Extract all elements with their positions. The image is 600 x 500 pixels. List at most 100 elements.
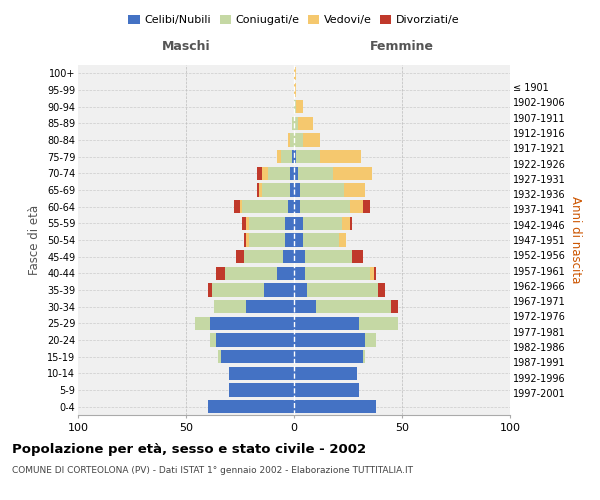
Bar — [244, 250, 283, 264]
Bar — [302, 134, 320, 146]
Bar — [316, 300, 391, 314]
Bar — [242, 200, 287, 213]
Text: Maschi: Maschi — [161, 40, 211, 54]
Bar — [363, 350, 365, 364]
Bar — [296, 100, 302, 114]
Bar — [262, 166, 268, 180]
Bar — [370, 266, 374, 280]
Bar — [374, 266, 376, 280]
Bar — [307, 284, 378, 296]
Bar — [247, 234, 248, 246]
Bar — [294, 150, 296, 164]
Bar — [210, 334, 216, 346]
Bar — [290, 184, 294, 196]
Bar — [248, 234, 286, 246]
Bar — [216, 334, 294, 346]
Bar — [301, 200, 350, 213]
Text: COMUNE DI CORTEOLONA (PV) - Dati ISTAT 1° gennaio 2002 - Elaborazione TUTTITALIA: COMUNE DI CORTEOLONA (PV) - Dati ISTAT 1… — [12, 466, 413, 475]
Bar — [302, 234, 340, 246]
Bar — [320, 150, 361, 164]
Bar — [216, 266, 225, 280]
Text: Popolazione per età, sesso e stato civile - 2002: Popolazione per età, sesso e stato civil… — [12, 442, 366, 456]
Bar — [344, 184, 365, 196]
Bar — [259, 184, 262, 196]
Bar — [296, 150, 320, 164]
Bar — [294, 384, 359, 396]
Bar — [298, 116, 313, 130]
Bar — [268, 166, 290, 180]
Bar — [281, 150, 292, 164]
Y-axis label: Fasce di età: Fasce di età — [28, 205, 41, 275]
Bar — [283, 250, 294, 264]
Bar — [287, 134, 290, 146]
Bar — [277, 150, 281, 164]
Bar — [294, 134, 302, 146]
Y-axis label: Anni di nascita: Anni di nascita — [569, 196, 583, 284]
Bar — [305, 250, 352, 264]
Bar — [212, 284, 264, 296]
Bar — [294, 166, 298, 180]
Bar — [264, 284, 294, 296]
Bar — [294, 184, 301, 196]
Bar — [240, 200, 242, 213]
Bar — [208, 400, 294, 413]
Bar — [340, 234, 346, 246]
Bar — [298, 166, 333, 180]
Bar — [294, 316, 359, 330]
Bar — [257, 184, 259, 196]
Bar — [290, 166, 294, 180]
Bar — [352, 250, 363, 264]
Bar — [214, 300, 247, 314]
Bar — [305, 266, 370, 280]
Bar — [378, 284, 385, 296]
Bar — [350, 216, 352, 230]
Bar — [333, 166, 372, 180]
Bar — [277, 266, 294, 280]
Bar — [365, 334, 376, 346]
Bar — [225, 266, 277, 280]
Bar — [359, 316, 398, 330]
Bar — [294, 200, 301, 213]
Bar — [294, 284, 307, 296]
Bar — [350, 200, 363, 213]
Bar — [294, 100, 296, 114]
Bar — [247, 300, 294, 314]
Bar — [292, 150, 294, 164]
Bar — [290, 134, 294, 146]
Bar — [242, 216, 247, 230]
Bar — [301, 184, 344, 196]
Bar — [286, 234, 294, 246]
Bar — [244, 234, 247, 246]
Bar — [229, 366, 294, 380]
Bar — [294, 250, 305, 264]
Bar — [210, 316, 294, 330]
Bar — [294, 350, 363, 364]
Bar — [294, 300, 316, 314]
Bar — [294, 234, 302, 246]
Bar — [341, 216, 350, 230]
Bar — [286, 216, 294, 230]
Bar — [221, 350, 294, 364]
Bar — [229, 384, 294, 396]
Bar — [194, 316, 210, 330]
Bar — [294, 266, 305, 280]
Bar — [233, 200, 240, 213]
Bar — [391, 300, 398, 314]
Bar — [294, 400, 376, 413]
Bar — [218, 350, 221, 364]
Bar — [294, 366, 356, 380]
Bar — [208, 284, 212, 296]
Bar — [302, 216, 341, 230]
Bar — [262, 184, 290, 196]
Bar — [247, 216, 248, 230]
Bar — [363, 200, 370, 213]
Legend: Celibi/Nubili, Coniugati/e, Vedovi/e, Divorziati/e: Celibi/Nubili, Coniugati/e, Vedovi/e, Di… — [124, 10, 464, 30]
Text: Femmine: Femmine — [370, 40, 434, 54]
Bar — [294, 116, 298, 130]
Bar — [292, 116, 294, 130]
Bar — [248, 216, 286, 230]
Bar — [257, 166, 262, 180]
Bar — [294, 216, 302, 230]
Bar — [294, 84, 296, 96]
Bar — [287, 200, 294, 213]
